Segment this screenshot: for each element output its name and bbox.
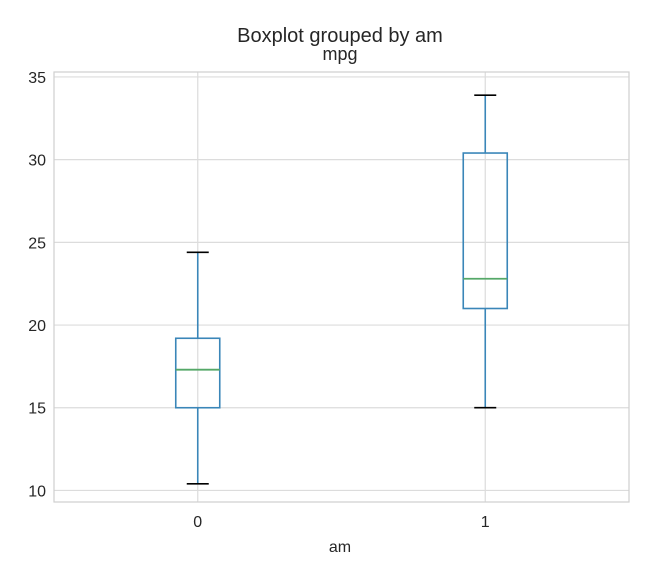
grid-layer <box>54 72 629 502</box>
box-iqr <box>462 152 509 310</box>
plot-frame <box>53 71 630 503</box>
x-axis-label: am <box>329 539 351 556</box>
y-tick-label: 25 <box>28 235 46 252</box>
box-iqr <box>174 337 221 409</box>
y-tick-label: 30 <box>28 153 46 170</box>
box-group-0 <box>174 251 221 485</box>
x-tick-label: 0 <box>193 514 202 531</box>
chart-suptitle: Boxplot grouped by am <box>237 25 443 47</box>
y-tick-label: 10 <box>28 483 46 500</box>
box-layer <box>174 94 509 485</box>
y-tick-label: 15 <box>28 401 46 418</box>
box-group-1 <box>462 94 509 409</box>
y-tick-label: 35 <box>28 70 46 87</box>
x-tick-label: 1 <box>481 514 490 531</box>
chart-title: mpg <box>322 44 357 64</box>
tick-layer: 10 15 20 25 30 35 0 1 <box>28 70 490 531</box>
y-tick-label: 20 <box>28 318 46 335</box>
